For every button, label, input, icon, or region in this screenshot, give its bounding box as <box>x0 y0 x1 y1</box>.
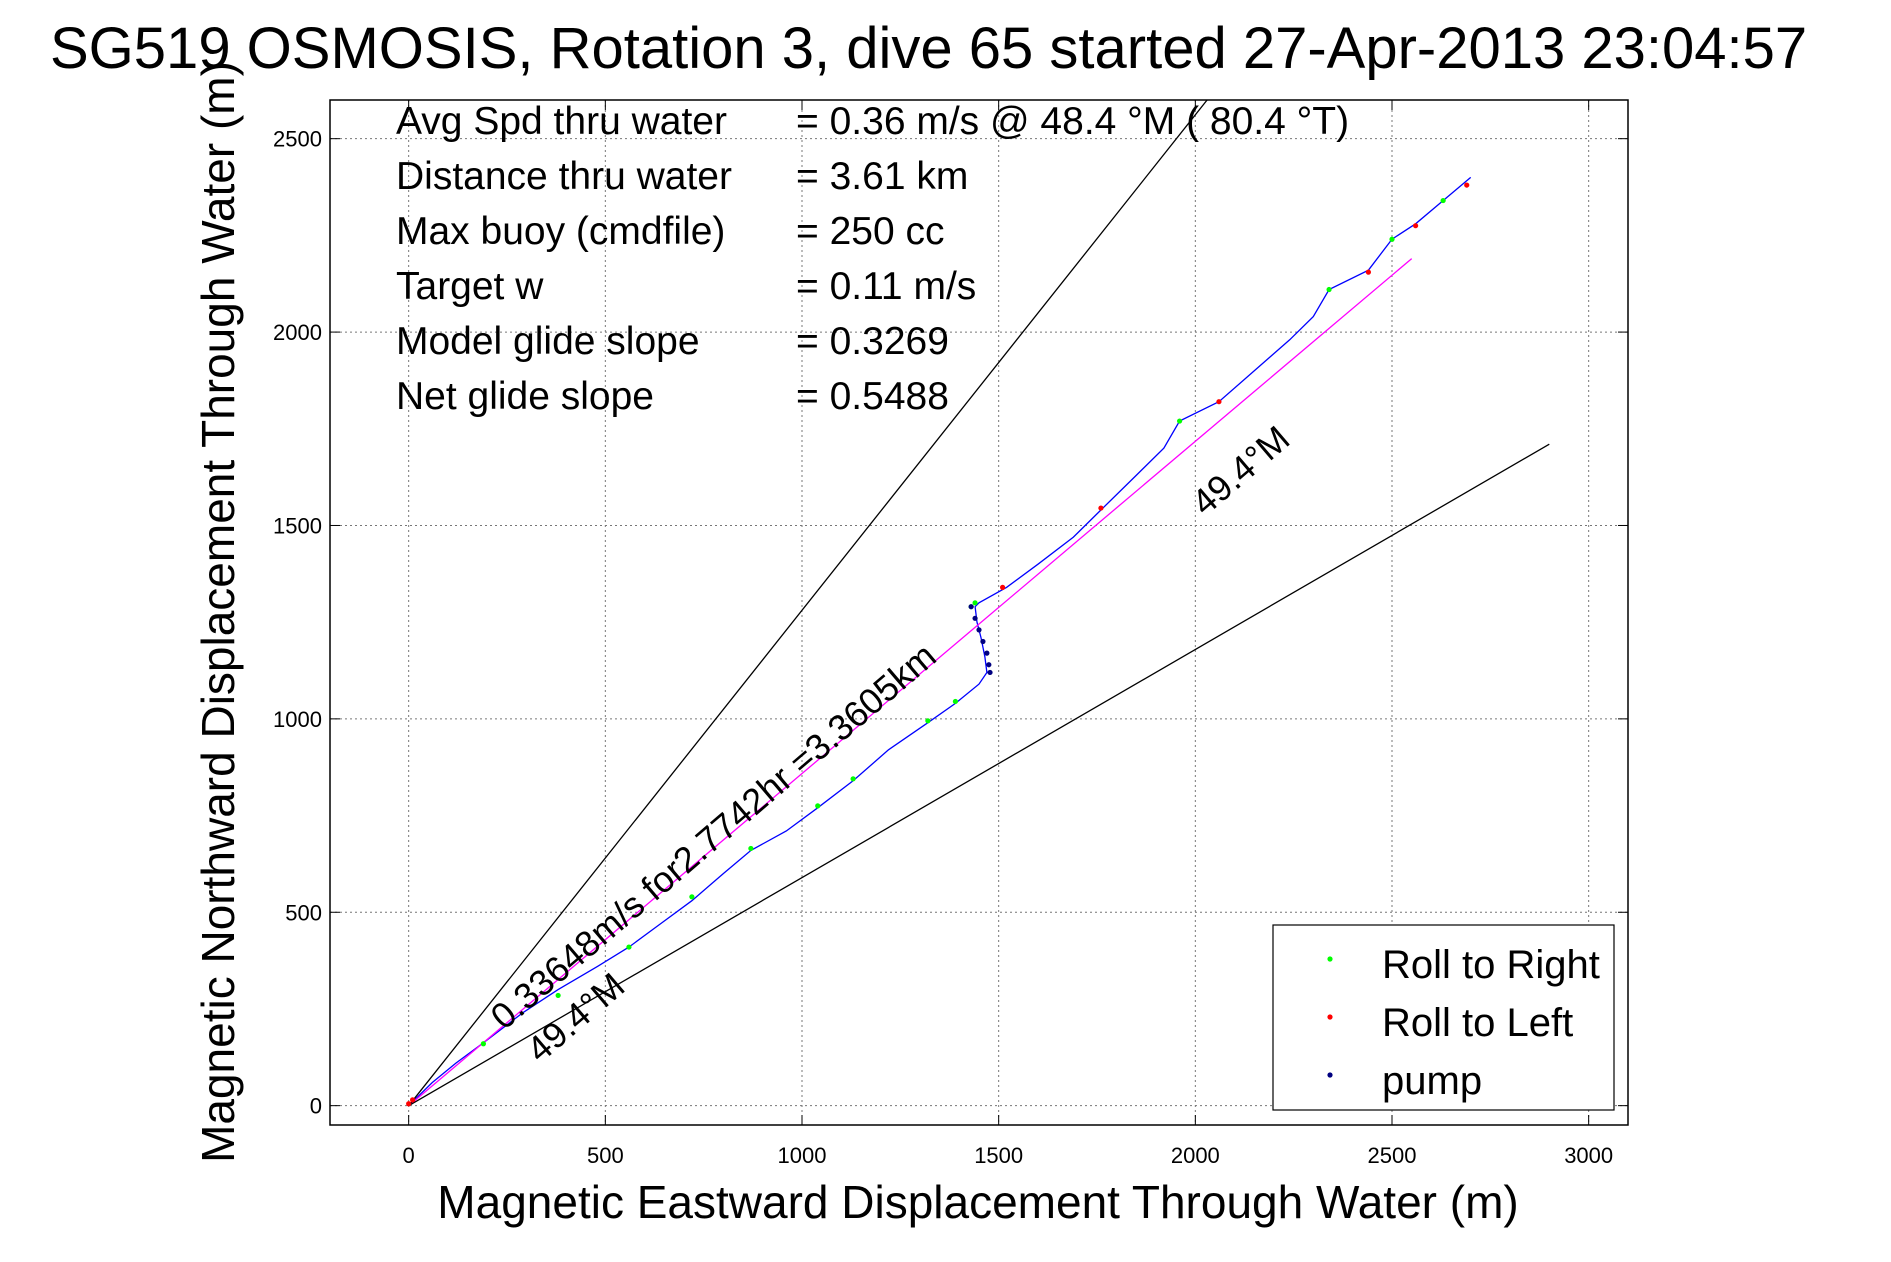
pump-marker <box>972 615 978 621</box>
pump-marker <box>986 662 992 668</box>
series-line-bound-upper <box>408 99 1208 1107</box>
y-tick-label: 500 <box>285 900 322 925</box>
x-tick-label: 3000 <box>1564 1143 1613 1168</box>
legend-label: pump <box>1382 1059 1482 1103</box>
roll-right-marker <box>952 698 959 705</box>
roll-right-marker <box>748 845 754 852</box>
pump-marker <box>976 627 982 633</box>
stat-value: = 250 cc <box>796 210 945 253</box>
roll-left-marker <box>1365 269 1371 275</box>
series-line-net-line <box>408 258 1413 1107</box>
y-tick-label: 0 <box>310 1094 322 1119</box>
roll-right-marker <box>1440 197 1446 204</box>
roll-left-marker <box>1000 584 1006 590</box>
stat-label: Distance thru water <box>396 155 732 198</box>
legend-marker <box>1327 956 1333 962</box>
roll-left-marker <box>1464 182 1470 188</box>
roll-left-marker <box>406 1101 412 1107</box>
y-tick-label: 2000 <box>273 320 322 345</box>
legend-label: Roll to Right <box>1382 943 1600 987</box>
stat-value: = 0.3269 <box>796 320 949 363</box>
x-tick-label: 500 <box>587 1143 624 1168</box>
legend: Roll to Right Roll to Left pump <box>1272 924 1615 1111</box>
marker-layer <box>406 182 1470 1107</box>
series-layer <box>408 99 1550 1107</box>
roll-left-marker <box>1216 399 1222 405</box>
roll-right-marker <box>555 992 561 999</box>
series-line-bound-lower <box>408 443 1550 1107</box>
roll-right-marker <box>1389 236 1395 242</box>
roll-right-marker <box>850 776 856 782</box>
roll-right-marker <box>925 718 931 724</box>
legend-label: Roll to Left <box>1382 1001 1573 1045</box>
roll-right-marker <box>1326 286 1332 293</box>
roll-left-marker <box>1413 223 1419 229</box>
roll-right-marker <box>480 1041 486 1047</box>
stat-value: = 0.5488 <box>796 375 949 418</box>
x-axis-label: Magnetic Eastward Displacement Through W… <box>437 1176 1518 1228</box>
x-tick-label: 2000 <box>1171 1143 1220 1168</box>
y-tick-label: 2500 <box>273 127 322 152</box>
x-tick-label: 0 <box>403 1143 415 1168</box>
x-tick-label: 2500 <box>1368 1143 1417 1168</box>
stat-label: Target w <box>396 265 544 308</box>
stat-label: Net glide slope <box>396 375 654 418</box>
roll-right-marker <box>972 600 978 606</box>
pump-marker <box>968 604 974 610</box>
stat-label: Max buoy (cmdfile) <box>396 210 725 253</box>
roll-right-marker <box>815 803 821 809</box>
x-tick-label: 1000 <box>778 1143 827 1168</box>
pump-marker <box>980 638 986 645</box>
legend-marker <box>1327 1014 1333 1020</box>
y-tick-label: 1500 <box>273 513 322 538</box>
stat-value: = 0.36 m/s @ 48.4 °M ( 80.4 °T) <box>796 100 1349 143</box>
plot-frame <box>329 99 1629 1126</box>
pump-marker <box>987 669 993 676</box>
y-tick-label: 1000 <box>273 707 322 732</box>
ticks: 0 500 1000 1500 2000 2500 3000 0 500 1000 1500 2000… <box>273 100 1628 1168</box>
stat-label: Model glide slope <box>396 320 700 363</box>
legend-marker <box>1327 1072 1333 1078</box>
roll-left-marker <box>410 1097 416 1103</box>
roll-right-marker <box>1177 418 1183 424</box>
roll-right-marker <box>626 944 632 950</box>
chart-title: SG519 OSMOSIS, Rotation 3, dive 65 start… <box>50 16 1807 81</box>
pump-marker <box>984 650 990 656</box>
stat-value: = 0.11 m/s <box>796 265 976 308</box>
roll-left-marker <box>1098 505 1104 511</box>
stat-label: Avg Spd thru water <box>396 100 727 143</box>
roll-right-marker <box>689 894 695 900</box>
stats-block: Avg Spd thru water = 0.36 m/s @ 48.4 °M (… <box>396 100 1349 418</box>
y-axis-label: Magnetic Northward Displacement Through … <box>192 61 244 1163</box>
x-tick-label: 1500 <box>974 1143 1023 1168</box>
stat-value: = 3.61 km <box>796 155 968 198</box>
series-line-track <box>408 176 1472 1107</box>
legend-entries: Roll to Right Roll to Left pump <box>1327 943 1600 1103</box>
